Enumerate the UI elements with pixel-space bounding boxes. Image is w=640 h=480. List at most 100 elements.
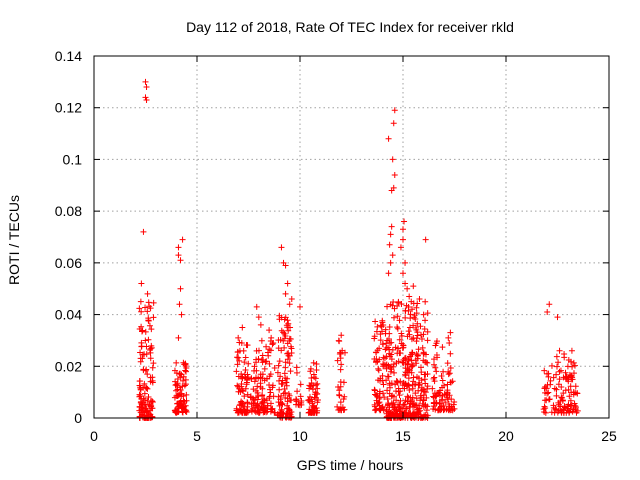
data-point — [431, 356, 437, 363]
data-point — [143, 84, 150, 91]
data-point — [139, 327, 146, 334]
data-point — [406, 331, 413, 338]
data-point — [438, 373, 445, 380]
data-point — [142, 384, 149, 391]
y-tick-label: 0.06 — [55, 255, 82, 271]
data-point — [266, 327, 273, 334]
data-point — [570, 370, 577, 377]
data-point — [380, 341, 387, 348]
data-point — [402, 307, 409, 314]
data-point — [574, 390, 581, 397]
data-point — [439, 344, 446, 351]
data-point — [447, 329, 454, 336]
data-point — [447, 364, 454, 371]
y-tick-label: 0 — [74, 410, 82, 426]
data-point — [402, 365, 409, 372]
data-point — [420, 331, 427, 338]
data-point — [139, 407, 146, 414]
data-point — [414, 300, 421, 307]
data-point — [430, 393, 437, 400]
data-point — [283, 382, 290, 389]
data-point — [312, 394, 319, 401]
data-point — [567, 397, 574, 404]
data-point — [341, 393, 348, 400]
data-point — [141, 390, 148, 397]
data-point — [434, 354, 441, 361]
data-point — [406, 324, 413, 331]
data-point — [284, 340, 291, 347]
data-point — [373, 328, 380, 335]
data-point — [275, 362, 282, 369]
data-point — [233, 368, 240, 375]
data-point — [259, 392, 266, 399]
data-point — [439, 384, 446, 391]
x-tick-label: 20 — [498, 428, 514, 444]
data-point — [147, 355, 154, 362]
data-point — [410, 322, 417, 329]
data-point — [377, 331, 384, 338]
data-point — [183, 365, 190, 372]
data-point — [176, 391, 183, 398]
data-point — [445, 334, 452, 341]
data-point — [385, 335, 392, 342]
data-point — [417, 323, 424, 330]
data-point — [393, 388, 400, 395]
data-point — [423, 394, 430, 401]
data-point — [339, 347, 346, 354]
data-point — [260, 395, 267, 402]
data-point — [338, 361, 345, 368]
data-point — [278, 327, 285, 334]
data-point — [398, 340, 405, 347]
data-point — [255, 355, 262, 362]
data-point — [560, 390, 567, 397]
data-point — [388, 356, 395, 363]
data-point — [175, 252, 182, 259]
data-point — [413, 304, 420, 311]
data-point — [381, 355, 388, 362]
y-tick-label: 0.12 — [55, 100, 82, 116]
data-point — [385, 270, 392, 277]
data-point — [384, 373, 391, 380]
data-point — [451, 398, 458, 405]
data-point — [391, 171, 398, 178]
data-point — [263, 358, 270, 365]
data-point — [286, 360, 293, 367]
data-point — [136, 393, 143, 400]
data-point — [557, 367, 564, 374]
data-point — [441, 391, 448, 398]
data-point — [413, 335, 420, 342]
data-point — [379, 372, 386, 379]
x-tick-label: 25 — [601, 428, 617, 444]
x-axis-label: GPS time / hours — [297, 457, 404, 473]
data-point — [396, 392, 403, 399]
data-point — [265, 352, 272, 359]
data-point — [278, 399, 285, 406]
data-point — [393, 397, 400, 404]
data-point — [564, 376, 571, 383]
data-point — [250, 400, 257, 407]
data-point — [144, 371, 151, 378]
data-point — [147, 345, 154, 352]
data-point — [139, 414, 146, 421]
data-point — [391, 369, 398, 376]
data-point — [382, 326, 389, 333]
data-point — [389, 156, 396, 163]
data-point — [266, 360, 273, 367]
data-point — [310, 359, 317, 366]
data-point — [337, 366, 344, 373]
axes: 0 5 10 15 20 25 0 0.02 0.04 0.06 0.08 0.1 0.12 0.14 — [55, 48, 617, 444]
data-point — [554, 314, 561, 321]
data-point — [248, 376, 255, 382]
data-point — [386, 380, 393, 387]
data-point — [334, 403, 341, 410]
data-point — [371, 387, 378, 394]
data-point — [268, 334, 275, 341]
data-point — [444, 360, 451, 367]
data-point — [286, 410, 293, 417]
data-point — [267, 389, 274, 396]
data-point — [287, 324, 294, 331]
data-point — [555, 407, 562, 414]
data-point — [434, 338, 441, 345]
data-point — [336, 387, 343, 394]
data-point — [234, 382, 241, 389]
